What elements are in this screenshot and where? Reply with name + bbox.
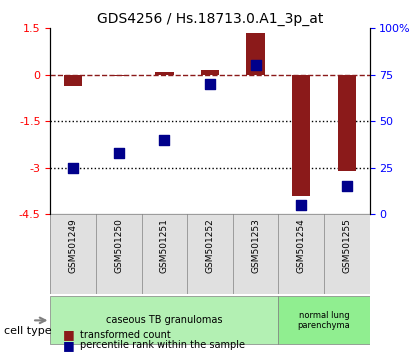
- Text: GSM501250: GSM501250: [114, 218, 123, 273]
- Bar: [278, 296, 370, 344]
- Text: ■: ■: [63, 339, 75, 352]
- Bar: [292, 75, 310, 196]
- Point: [298, 202, 304, 208]
- Text: cell type: cell type: [4, 326, 52, 336]
- Point: [207, 81, 213, 87]
- Text: percentile rank within the sample: percentile rank within the sample: [80, 340, 245, 350]
- Bar: [64, 75, 82, 86]
- Bar: [155, 72, 173, 75]
- Text: normal lung
parenchyma: normal lung parenchyma: [298, 311, 350, 330]
- Bar: [247, 33, 265, 75]
- Text: caseous TB granulomas: caseous TB granulomas: [106, 315, 223, 325]
- Title: GDS4256 / Hs.18713.0.A1_3p_at: GDS4256 / Hs.18713.0.A1_3p_at: [97, 12, 323, 26]
- Text: GSM501251: GSM501251: [160, 218, 169, 273]
- Text: GSM501253: GSM501253: [251, 218, 260, 273]
- Text: GSM501252: GSM501252: [205, 218, 215, 273]
- Point: [161, 137, 168, 143]
- Text: GSM501255: GSM501255: [342, 218, 351, 273]
- Point: [344, 183, 350, 189]
- Text: GSM501249: GSM501249: [69, 218, 78, 273]
- Text: GSM501254: GSM501254: [297, 218, 306, 273]
- Point: [252, 63, 259, 68]
- Text: transformed count: transformed count: [80, 330, 171, 339]
- Point: [70, 165, 76, 171]
- Bar: [338, 75, 356, 171]
- Text: ■: ■: [63, 328, 75, 341]
- Point: [116, 150, 122, 156]
- Bar: [50, 296, 278, 344]
- Bar: [110, 75, 128, 76]
- Bar: [201, 70, 219, 75]
